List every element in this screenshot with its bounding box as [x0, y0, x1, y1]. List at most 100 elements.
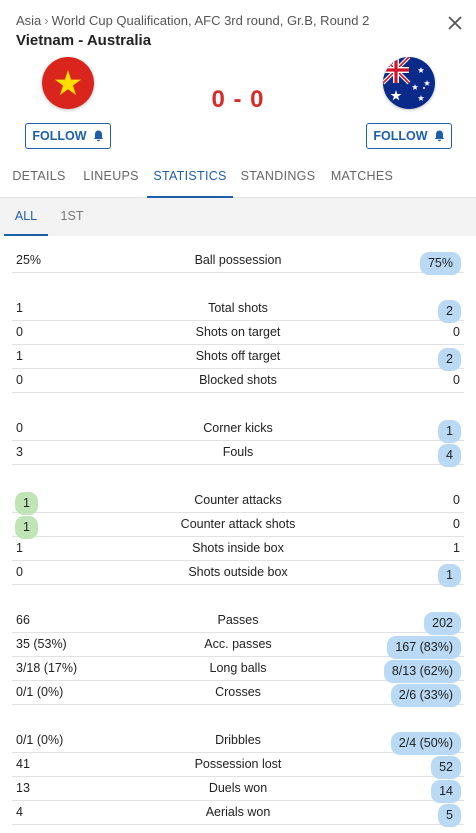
- stat-home-value: 13: [16, 781, 30, 795]
- stat-home-value: 0/1 (0%): [16, 685, 64, 699]
- close-icon[interactable]: [448, 16, 462, 30]
- subtab-1st[interactable]: 1ST: [60, 209, 84, 223]
- match-header: Asia › World Cup Qualification, AFC 3rd ro…: [0, 0, 476, 198]
- stat-home-value: 1: [16, 349, 23, 363]
- home-team-flag[interactable]: [42, 57, 94, 109]
- stat-label: Corner kicks: [203, 421, 273, 435]
- match-tabs: DETAILS LINEUPS STATISTICS STANDINGS MAT…: [0, 158, 476, 198]
- away-team-flag[interactable]: [383, 57, 435, 109]
- tab-statistics[interactable]: STATISTICS: [147, 158, 233, 198]
- match-title: Vietnam - Australia: [16, 32, 152, 49]
- stat-label: Duels won: [208, 781, 268, 795]
- stat-away-value: 52: [431, 756, 461, 779]
- stat-label: Long balls: [209, 661, 267, 675]
- stat-row: Total shots 1 2: [12, 297, 464, 323]
- stat-home-value: 3/18 (17%): [16, 661, 78, 675]
- stat-label: Dribbles: [215, 733, 261, 747]
- stat-home-value: 41: [16, 757, 30, 771]
- stat-away-value: 2/6 (33%): [390, 684, 461, 707]
- breadcrumb-separator: ›: [44, 13, 49, 28]
- stat-row: Counter attacks 1 0: [12, 489, 464, 515]
- stat-home-value: 1: [15, 516, 38, 539]
- stat-away-value: 1: [438, 564, 461, 587]
- stat-row: Acc. passes 35 (53%) 167 (83%): [12, 633, 464, 659]
- bell-icon: [434, 130, 444, 142]
- stat-home-value: 0: [16, 565, 23, 579]
- tab-details[interactable]: DETAILS: [12, 169, 66, 183]
- stat-away-value: 4: [438, 444, 461, 467]
- stat-row: Dribbles 0/1 (0%) 2/4 (50%): [12, 729, 464, 755]
- close-button[interactable]: [440, 8, 470, 38]
- stat-label: Blocked shots: [199, 373, 277, 387]
- stat-home-value: 0: [16, 421, 23, 435]
- stat-row: Blocked shots 0 0: [12, 369, 464, 393]
- stat-label: Total shots: [208, 301, 268, 315]
- stat-row: Corner kicks 0 1: [12, 417, 464, 443]
- stat-away-value: 2: [438, 348, 461, 371]
- stat-home-value: 1: [16, 541, 23, 555]
- stat-label: Shots off target: [195, 349, 281, 363]
- stat-home-value: 25%: [16, 253, 42, 267]
- stat-away-value: 2/4 (50%): [390, 732, 461, 755]
- stat-label: Counter attacks: [194, 493, 282, 507]
- bell-icon: [93, 130, 103, 142]
- stat-row: Passes 66 202: [12, 609, 464, 635]
- stat-away-value: 8/13 (62%): [383, 660, 461, 683]
- follow-away-button[interactable]: FOLLOW: [366, 123, 452, 149]
- stat-row: Shots outside box 0 1: [12, 561, 464, 587]
- stat-row: Crosses 0/1 (0%) 2/6 (33%): [12, 681, 464, 707]
- stat-row: Shots on target 0 0: [12, 321, 464, 345]
- stat-away-value: 0: [453, 325, 460, 339]
- stat-home-value: 0: [16, 325, 23, 339]
- stat-away-value: 1: [438, 420, 461, 443]
- stat-row: Duels won 13 14: [12, 777, 464, 803]
- stat-label: Shots on target: [195, 325, 281, 339]
- stat-label: Counter attack shots: [180, 517, 296, 531]
- stat-row: Shots off target 1 2: [12, 345, 464, 371]
- stat-label: Shots outside box: [188, 565, 288, 579]
- follow-home-label: FOLLOW: [32, 129, 87, 143]
- stat-away-value: 75%: [419, 252, 461, 275]
- follow-away-label: FOLLOW: [373, 129, 428, 143]
- match-score: 0 - 0: [211, 86, 265, 113]
- stat-row: Aerials won 4 5: [12, 801, 464, 827]
- stat-row: Ball possession 25% 75%: [12, 249, 464, 275]
- tab-matches[interactable]: MATCHES: [330, 169, 394, 183]
- stat-home-value: 1: [15, 492, 38, 515]
- stat-label: Acc. passes: [204, 637, 272, 651]
- stat-label: Possession lost: [194, 757, 282, 771]
- stat-label: Ball possession: [194, 253, 282, 267]
- breadcrumb-region[interactable]: Asia: [16, 13, 42, 28]
- stat-row: Possession lost 41 52: [12, 753, 464, 779]
- stat-away-value: 1: [453, 541, 460, 555]
- stat-home-value: 0/1 (0%): [16, 733, 64, 747]
- period-subtabs: ALL 1ST: [0, 198, 476, 236]
- stat-home-value: 1: [16, 301, 23, 315]
- breadcrumb-competition[interactable]: World Cup Qualification, AFC 3rd round, …: [51, 13, 370, 28]
- stat-home-value: 3: [16, 445, 23, 459]
- stat-row: Long balls 3/18 (17%) 8/13 (62%): [12, 657, 464, 683]
- breadcrumb: Asia › World Cup Qualification, AFC 3rd ro…: [16, 13, 369, 28]
- stat-row: Shots inside box 1 1: [12, 537, 464, 561]
- subtab-all[interactable]: ALL: [4, 198, 48, 236]
- tab-standings[interactable]: STANDINGS: [240, 169, 316, 183]
- stat-label: Passes: [217, 613, 259, 627]
- stat-away-value: 167 (83%): [387, 636, 461, 659]
- tab-lineups[interactable]: LINEUPS: [83, 169, 139, 183]
- stat-home-value: 0: [16, 373, 23, 387]
- stat-label: Aerials won: [205, 805, 271, 819]
- stat-row: Fouls 3 4: [12, 441, 464, 467]
- stat-away-value: 0: [453, 493, 460, 507]
- stat-home-value: 35 (53%): [16, 637, 67, 651]
- stat-label: Fouls: [222, 445, 254, 459]
- stat-away-value: 0: [453, 373, 460, 387]
- stat-home-value: 4: [16, 805, 23, 819]
- stat-away-value: 202: [424, 612, 461, 635]
- stat-away-value: 14: [431, 780, 461, 803]
- follow-home-button[interactable]: FOLLOW: [25, 123, 111, 149]
- stat-label: Crosses: [215, 685, 261, 699]
- stat-away-value: 5: [438, 804, 461, 827]
- stat-label: Shots inside box: [192, 541, 284, 555]
- stat-home-value: 66: [16, 613, 30, 627]
- stat-away-value: 2: [438, 300, 461, 323]
